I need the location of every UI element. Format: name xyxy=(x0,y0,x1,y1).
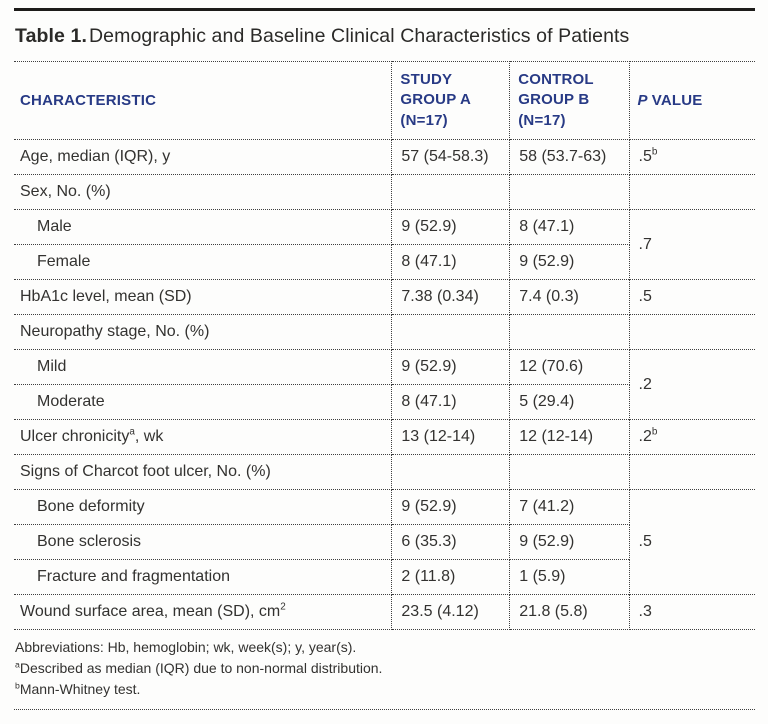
cell-age-label: Age, median (IQR), y xyxy=(14,139,393,175)
table-caption: Demographic and Baseline Clinical Charac… xyxy=(88,25,630,47)
table-row-ulcer-chronicity: Ulcer chronicitya, wk 13 (12-14) 12 (12-14… xyxy=(14,419,755,455)
cell-bone-deformity-p-value: .5 xyxy=(628,489,755,595)
cell-charcot-section-group-b xyxy=(509,454,630,490)
cell-bone-deformity-group-b: 7 (41.2) xyxy=(509,489,630,525)
group-b-line-2: GROUP B xyxy=(518,91,590,109)
cell-neuropathy-section-label: Neuropathy stage, No. (%) xyxy=(14,314,393,350)
table-row-fracture-fragmentation: Fracture and fragmentation 2 (11.8) 1 (5.9… xyxy=(14,559,755,595)
cell-bone-sclerosis-label: Bone sclerosis xyxy=(14,524,393,560)
cell-hba1c-label: HbA1c level, mean (SD) xyxy=(14,279,393,315)
cell-fracture-fragmentation-label: Fracture and fragmentation xyxy=(14,559,393,595)
cell-hba1c-p-value: .5 xyxy=(628,279,755,315)
cell-bone-deformity-label: Bone deformity xyxy=(14,489,393,525)
cell-sex-section-p-value xyxy=(628,174,755,210)
cell-sex-section-group-a xyxy=(391,174,511,210)
cell-female-group-a: 8 (47.1) xyxy=(391,244,511,280)
p-value-rest: VALUE xyxy=(651,92,703,109)
cell-charcot-section-p-value xyxy=(628,454,755,490)
cell-neuropathy-section-group-b xyxy=(509,314,630,350)
cell-bone-sclerosis-group-a: 6 (35.3) xyxy=(391,524,511,560)
cell-charcot-section-label: Signs of Charcot foot ulcer, No. (%) xyxy=(14,454,393,490)
cell-wound-surface-area-group-a: 23.5 (4.12) xyxy=(391,594,511,630)
p-value-italic-p: P xyxy=(637,92,648,109)
table-row-hba1c: HbA1c level, mean (SD) 7.38 (0.34) 7.4 (0.… xyxy=(14,279,755,315)
cell-bone-sclerosis-group-b: 9 (52.9) xyxy=(509,524,630,560)
cell-hba1c-group-b: 7.4 (0.3) xyxy=(509,279,630,315)
group-a-line-2: GROUP A xyxy=(400,91,471,109)
footnotes: Abbreviations: Hb, hemoglobin; wk, week(… xyxy=(14,630,755,710)
table-title: Table 1. Demographic and Baseline Clinica… xyxy=(15,25,755,48)
table-row-female: Female 8 (47.1) 9 (52.9) xyxy=(14,244,755,280)
group-a-line-1: STUDY xyxy=(400,71,453,89)
table-row-mild: Mild 9 (52.9) 12 (70.6) .2 xyxy=(14,349,755,420)
cell-moderate-group-b: 5 (29.4) xyxy=(509,384,630,420)
cell-sex-section-group-b xyxy=(509,174,630,210)
table-row-bone-deformity: Bone deformity 9 (52.9) 7 (41.2) .5 xyxy=(14,489,755,595)
table-number: Table 1. xyxy=(15,25,87,47)
cell-age-p-value: .5b xyxy=(628,139,755,175)
table-row-male: Male 9 (52.9) 8 (47.1) .7 xyxy=(14,209,755,280)
cell-ulcer-chronicity-label: Ulcer chronicitya, wk xyxy=(14,419,393,455)
cell-mild-group-a: 9 (52.9) xyxy=(391,349,511,385)
cell-male-group-b: 8 (47.1) xyxy=(509,209,630,245)
cell-charcot-section-group-a xyxy=(391,454,511,490)
cell-male-group-a: 9 (52.9) xyxy=(391,209,511,245)
cell-wound-surface-area-p-value: .3 xyxy=(628,594,755,630)
table-row-moderate: Moderate 8 (47.1) 5 (29.4) xyxy=(14,384,755,420)
group-b-line-1: CONTROL xyxy=(518,71,594,89)
header-row: CHARACTERISTIC STUDY GROUP A (N=17) CONT… xyxy=(14,61,755,140)
cell-neuropathy-section-p-value xyxy=(628,314,755,350)
group-b-line-3: (N=17) xyxy=(518,111,566,129)
cell-female-group-b: 9 (52.9) xyxy=(509,244,630,280)
cell-ulcer-chronicity-group-a: 13 (12-14) xyxy=(391,419,511,455)
table-row-neuropathy-section: Neuropathy stage, No. (%) xyxy=(14,314,755,350)
col-header-study-group-a: STUDY GROUP A (N=17) xyxy=(391,61,511,140)
cell-moderate-group-a: 8 (47.1) xyxy=(391,384,511,420)
cell-bone-deformity-group-a: 9 (52.9) xyxy=(391,489,511,525)
cell-wound-surface-area-label: Wound surface area, mean (SD), cm2 xyxy=(14,594,393,630)
cell-male-label: Male xyxy=(14,209,393,245)
col-header-p-value: P VALUE xyxy=(628,61,755,140)
footnote-abbreviations: Abbreviations: Hb, hemoglobin; wk, week(… xyxy=(15,639,357,655)
cell-mild-p-value: .2 xyxy=(628,349,755,420)
group-a-line-3: (N=17) xyxy=(400,111,448,129)
characteristics-table: CHARACTERISTIC STUDY GROUP A (N=17) CONT… xyxy=(14,61,755,630)
cell-wound-surface-area-group-b: 21.8 (5.8) xyxy=(509,594,630,630)
cell-sex-section-label: Sex, No. (%) xyxy=(14,174,393,210)
table-row-wound-surface-area: Wound surface area, mean (SD), cm2 23.5 (… xyxy=(14,594,755,630)
footnote-b: bMann-Whitney test. xyxy=(15,680,141,697)
col-header-control-group-b: CONTROL GROUP B (N=17) xyxy=(509,61,630,140)
cell-male-p-value: .7 xyxy=(628,209,755,280)
cell-hba1c-group-a: 7.38 (0.34) xyxy=(391,279,511,315)
cell-fracture-fragmentation-group-b: 1 (5.9) xyxy=(509,559,630,595)
footnote-a: aDescribed as median (IQR) due to non-no… xyxy=(15,659,383,676)
table-row-charcot-section: Signs of Charcot foot ulcer, No. (%) xyxy=(14,454,755,490)
cell-moderate-label: Moderate xyxy=(14,384,393,420)
cell-neuropathy-section-group-a xyxy=(391,314,511,350)
cell-mild-group-b: 12 (70.6) xyxy=(509,349,630,385)
table-row-age: Age, median (IQR), y 57 (54-58.3) 58 (53.7… xyxy=(14,139,755,175)
top-rule xyxy=(14,8,755,11)
cell-age-group-b: 58 (53.7-63) xyxy=(509,139,630,175)
cell-ulcer-chronicity-p-value: .2b xyxy=(628,419,755,455)
table-row-sex-section: Sex, No. (%) xyxy=(14,174,755,210)
cell-female-label: Female xyxy=(14,244,393,280)
cell-mild-label: Mild xyxy=(14,349,393,385)
col-header-characteristic: CHARACTERISTIC xyxy=(14,61,393,140)
cell-fracture-fragmentation-group-a: 2 (11.8) xyxy=(391,559,511,595)
cell-ulcer-chronicity-group-b: 12 (12-14) xyxy=(509,419,630,455)
cell-age-group-a: 57 (54-58.3) xyxy=(391,139,511,175)
